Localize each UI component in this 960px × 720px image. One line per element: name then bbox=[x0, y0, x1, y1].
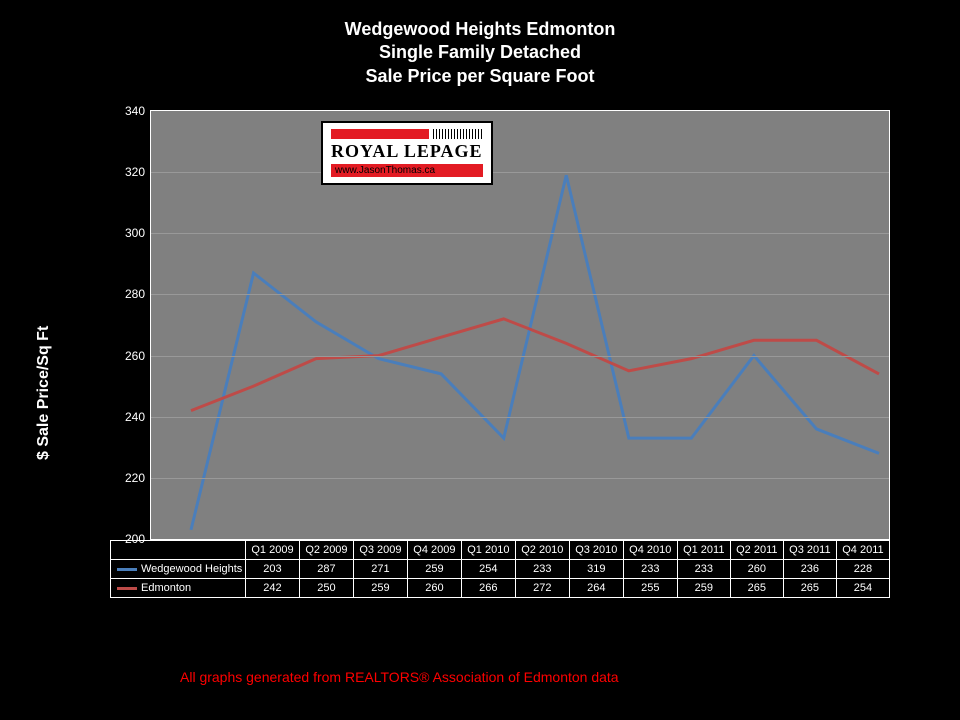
data-cell: 266 bbox=[461, 579, 515, 598]
logo-url: www.JasonThomas.ca bbox=[331, 164, 483, 177]
table-header-row: Q1 2009Q2 2009Q3 2009Q4 2009Q1 2010Q2 20… bbox=[111, 541, 890, 560]
category-header: Q1 2010 bbox=[461, 541, 515, 560]
series-line bbox=[191, 175, 879, 530]
gridline bbox=[151, 294, 889, 295]
category-header: Q2 2011 bbox=[730, 541, 783, 560]
category-header: Q4 2010 bbox=[623, 541, 677, 560]
series-name-cell: Wedgewood Heights bbox=[111, 560, 246, 579]
series-label: Edmonton bbox=[141, 582, 191, 594]
data-cell: 319 bbox=[569, 560, 623, 579]
series-label: Wedgewood Heights bbox=[141, 563, 242, 575]
category-header: Q4 2011 bbox=[836, 541, 889, 560]
y-tick-label: 240 bbox=[125, 410, 145, 424]
category-header: Q3 2009 bbox=[353, 541, 407, 560]
data-cell: 254 bbox=[836, 579, 889, 598]
y-axis-label: $ Sale Price/Sq Ft bbox=[35, 326, 53, 460]
data-cell: 259 bbox=[677, 579, 730, 598]
gridline bbox=[151, 417, 889, 418]
y-tick-label: 260 bbox=[125, 349, 145, 363]
y-tick-label: 220 bbox=[125, 471, 145, 485]
gridline bbox=[151, 172, 889, 173]
chart-container: ROYAL LEPAGE www.JasonThomas.ca 200 220 24… bbox=[110, 110, 890, 598]
y-tick-label: 320 bbox=[125, 165, 145, 179]
legend-swatch bbox=[117, 568, 137, 571]
data-cell: 260 bbox=[730, 560, 783, 579]
data-cell: 236 bbox=[783, 560, 836, 579]
logo-brand: ROYAL LEPAGE bbox=[331, 141, 483, 162]
category-header: Q2 2009 bbox=[299, 541, 353, 560]
data-cell: 260 bbox=[407, 579, 461, 598]
data-cell: 203 bbox=[246, 560, 300, 579]
table-row: Edmonton24225025926026627226425525926526… bbox=[111, 579, 890, 598]
gridline bbox=[151, 233, 889, 234]
data-cell: 272 bbox=[515, 579, 569, 598]
category-header: Q1 2011 bbox=[677, 541, 730, 560]
legend-swatch bbox=[117, 587, 137, 590]
y-tick-label: 340 bbox=[125, 104, 145, 118]
data-cell: 254 bbox=[461, 560, 515, 579]
y-tick-label: 300 bbox=[125, 226, 145, 240]
data-cell: 233 bbox=[515, 560, 569, 579]
data-cell: 264 bbox=[569, 579, 623, 598]
data-cell: 265 bbox=[730, 579, 783, 598]
data-table: Q1 2009Q2 2009Q3 2009Q4 2009Q1 2010Q2 20… bbox=[110, 540, 890, 598]
table-row: Wedgewood Heights20328727125925423331923… bbox=[111, 560, 890, 579]
data-cell: 265 bbox=[783, 579, 836, 598]
data-cell: 228 bbox=[836, 560, 889, 579]
title-line-2: Single Family Detached bbox=[0, 41, 960, 64]
series-line bbox=[191, 319, 879, 411]
gridline bbox=[151, 478, 889, 479]
data-cell: 233 bbox=[677, 560, 730, 579]
data-cell: 287 bbox=[299, 560, 353, 579]
data-cell: 250 bbox=[299, 579, 353, 598]
royal-lepage-logo: ROYAL LEPAGE www.JasonThomas.ca bbox=[321, 121, 493, 185]
chart-lines bbox=[151, 111, 889, 539]
y-tick-label: 280 bbox=[125, 287, 145, 301]
plot-area: ROYAL LEPAGE www.JasonThomas.ca 20022024… bbox=[150, 110, 890, 540]
title-line-3: Sale Price per Square Foot bbox=[0, 65, 960, 88]
title-line-1: Wedgewood Heights Edmonton bbox=[0, 18, 960, 41]
chart-title: Wedgewood Heights Edmonton Single Family… bbox=[0, 0, 960, 88]
data-cell: 233 bbox=[623, 560, 677, 579]
footnote-text: All graphs generated from REALTORS® Asso… bbox=[180, 669, 619, 685]
gridline bbox=[151, 356, 889, 357]
data-cell: 259 bbox=[407, 560, 461, 579]
category-header: Q2 2010 bbox=[515, 541, 569, 560]
y-tick-label: 200 bbox=[125, 532, 145, 546]
category-header: Q3 2011 bbox=[783, 541, 836, 560]
category-header: Q1 2009 bbox=[246, 541, 300, 560]
data-cell: 255 bbox=[623, 579, 677, 598]
data-cell: 242 bbox=[246, 579, 300, 598]
category-header: Q3 2010 bbox=[569, 541, 623, 560]
series-name-cell: Edmonton bbox=[111, 579, 246, 598]
data-cell: 271 bbox=[353, 560, 407, 579]
category-header: Q4 2009 bbox=[407, 541, 461, 560]
data-cell: 259 bbox=[353, 579, 407, 598]
